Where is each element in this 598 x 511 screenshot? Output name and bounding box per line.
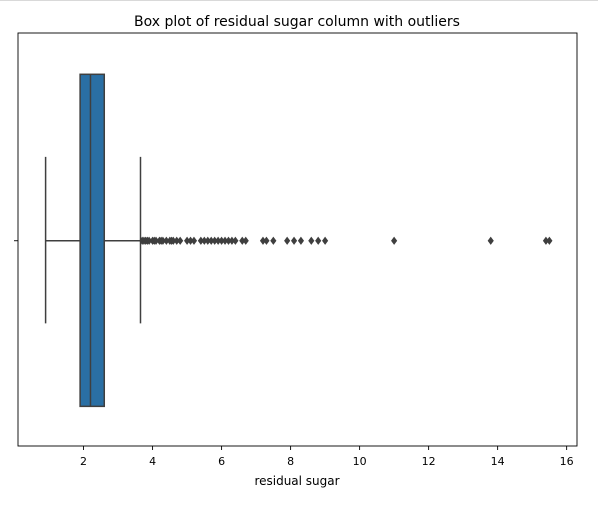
outlier-point bbox=[487, 236, 494, 245]
iqr-box bbox=[79, 73, 106, 408]
x-tick-label: 10 bbox=[353, 455, 367, 468]
plot-area bbox=[44, 73, 553, 408]
outlier-point bbox=[297, 236, 305, 245]
plot-frame bbox=[17, 32, 578, 447]
x-tick-label: 16 bbox=[560, 455, 574, 468]
chart-title: Box plot of residual sugar column with o… bbox=[134, 14, 460, 30]
x-tick-label: 8 bbox=[287, 455, 294, 468]
outlier-point bbox=[263, 236, 270, 245]
outlier-point bbox=[391, 236, 398, 245]
outlier-point bbox=[232, 236, 239, 245]
x-tick-label: 4 bbox=[149, 455, 156, 468]
outlier-point bbox=[242, 236, 249, 245]
outlier-point bbox=[177, 236, 184, 245]
x-axis: 2 4 6 8 10 12 14 16 bbox=[14, 240, 574, 468]
x-tick-label: 12 bbox=[422, 455, 436, 468]
outlier-point bbox=[322, 236, 329, 245]
x-tick-label: 6 bbox=[218, 455, 225, 468]
outlier-point bbox=[270, 236, 277, 245]
outlier-point bbox=[315, 236, 322, 245]
outlier-point bbox=[290, 236, 298, 245]
outlier-point bbox=[546, 236, 553, 245]
outlier-point bbox=[284, 236, 291, 245]
x-tick-label: 2 bbox=[80, 455, 87, 468]
x-axis-label: residual sugar bbox=[254, 474, 339, 488]
outlier-point bbox=[190, 236, 198, 245]
top-border-line bbox=[0, 0, 598, 1]
x-tick-label: 14 bbox=[491, 455, 505, 468]
outlier-point bbox=[308, 236, 315, 245]
